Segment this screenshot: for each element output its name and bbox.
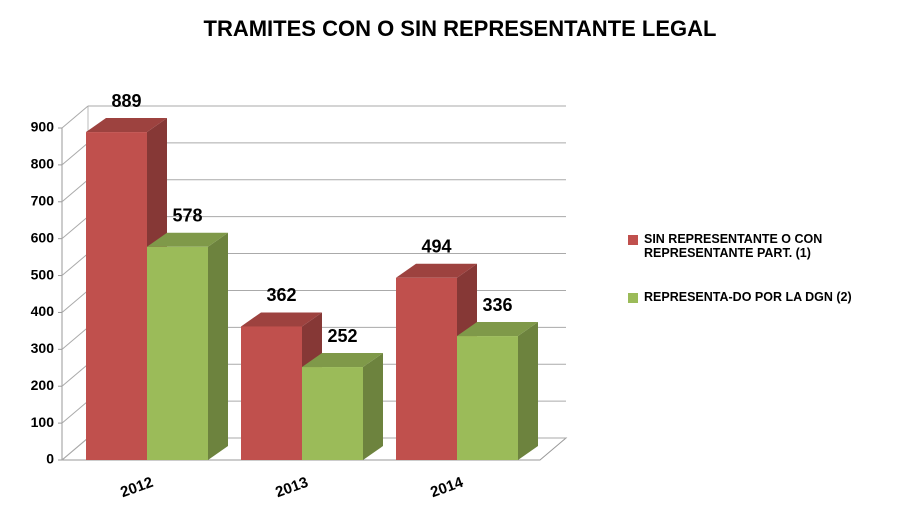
grid-line	[61, 105, 89, 129]
data-label: 494	[421, 237, 451, 257]
data-label: 336	[482, 295, 512, 315]
y-tick-label: 500	[31, 266, 55, 282]
legend-item: REPRESENTA-DO POR LA DGN (2)	[628, 290, 913, 304]
grid-line	[61, 326, 89, 350]
data-label: 889	[111, 91, 141, 111]
y-tick-label: 400	[31, 303, 55, 319]
y-tick-label: 800	[31, 156, 55, 172]
x-tick-label: 2014	[428, 474, 466, 502]
bar	[457, 336, 518, 460]
x-tick-label: 2013	[273, 474, 310, 501]
legend: SIN REPRESENTANTE O CON REPRESENTANTE PA…	[628, 232, 913, 334]
y-tick-label: 0	[46, 451, 54, 467]
legend-label: REPRESENTA-DO POR LA DGN (2)	[644, 290, 852, 304]
grid-line	[61, 290, 89, 313]
legend-swatch	[628, 235, 638, 245]
legend-swatch	[628, 293, 638, 303]
grid-line	[61, 363, 89, 387]
bar	[86, 132, 147, 460]
grid-line	[61, 179, 89, 203]
y-tick-label: 900	[31, 119, 55, 135]
bar-side	[518, 322, 538, 460]
bar-side	[363, 353, 383, 460]
x-tick-label: 2012	[118, 474, 155, 501]
grid-line	[61, 142, 89, 166]
bar-side	[208, 232, 228, 460]
bar-top	[241, 312, 322, 327]
data-label: 578	[172, 206, 202, 226]
y-tick-label: 300	[31, 340, 55, 356]
data-label: 252	[327, 326, 357, 346]
bar	[302, 367, 363, 460]
bar-top	[302, 353, 383, 368]
legend-label: SIN REPRESENTANTE O CON REPRESENTANTE PA…	[644, 232, 823, 260]
bar	[147, 246, 208, 460]
y-tick-label: 100	[31, 414, 55, 430]
grid-line	[61, 216, 89, 240]
grid-line	[61, 400, 89, 424]
bar-top	[147, 232, 228, 247]
chart-title: TRAMITES CON O SIN REPRESENTANTE LEGAL	[204, 16, 717, 41]
grid-line	[61, 253, 89, 276]
data-label: 362	[266, 285, 296, 305]
bar-top	[396, 263, 477, 278]
bar-top	[86, 118, 167, 133]
bar	[396, 277, 457, 460]
y-tick-label: 200	[31, 377, 55, 393]
legend-item: SIN REPRESENTANTE O CON REPRESENTANTE PA…	[628, 232, 913, 260]
bar-top	[457, 322, 538, 337]
bar	[241, 326, 302, 460]
grid-line	[61, 437, 89, 461]
y-tick-label: 700	[31, 192, 55, 208]
y-tick-label: 600	[31, 229, 55, 245]
